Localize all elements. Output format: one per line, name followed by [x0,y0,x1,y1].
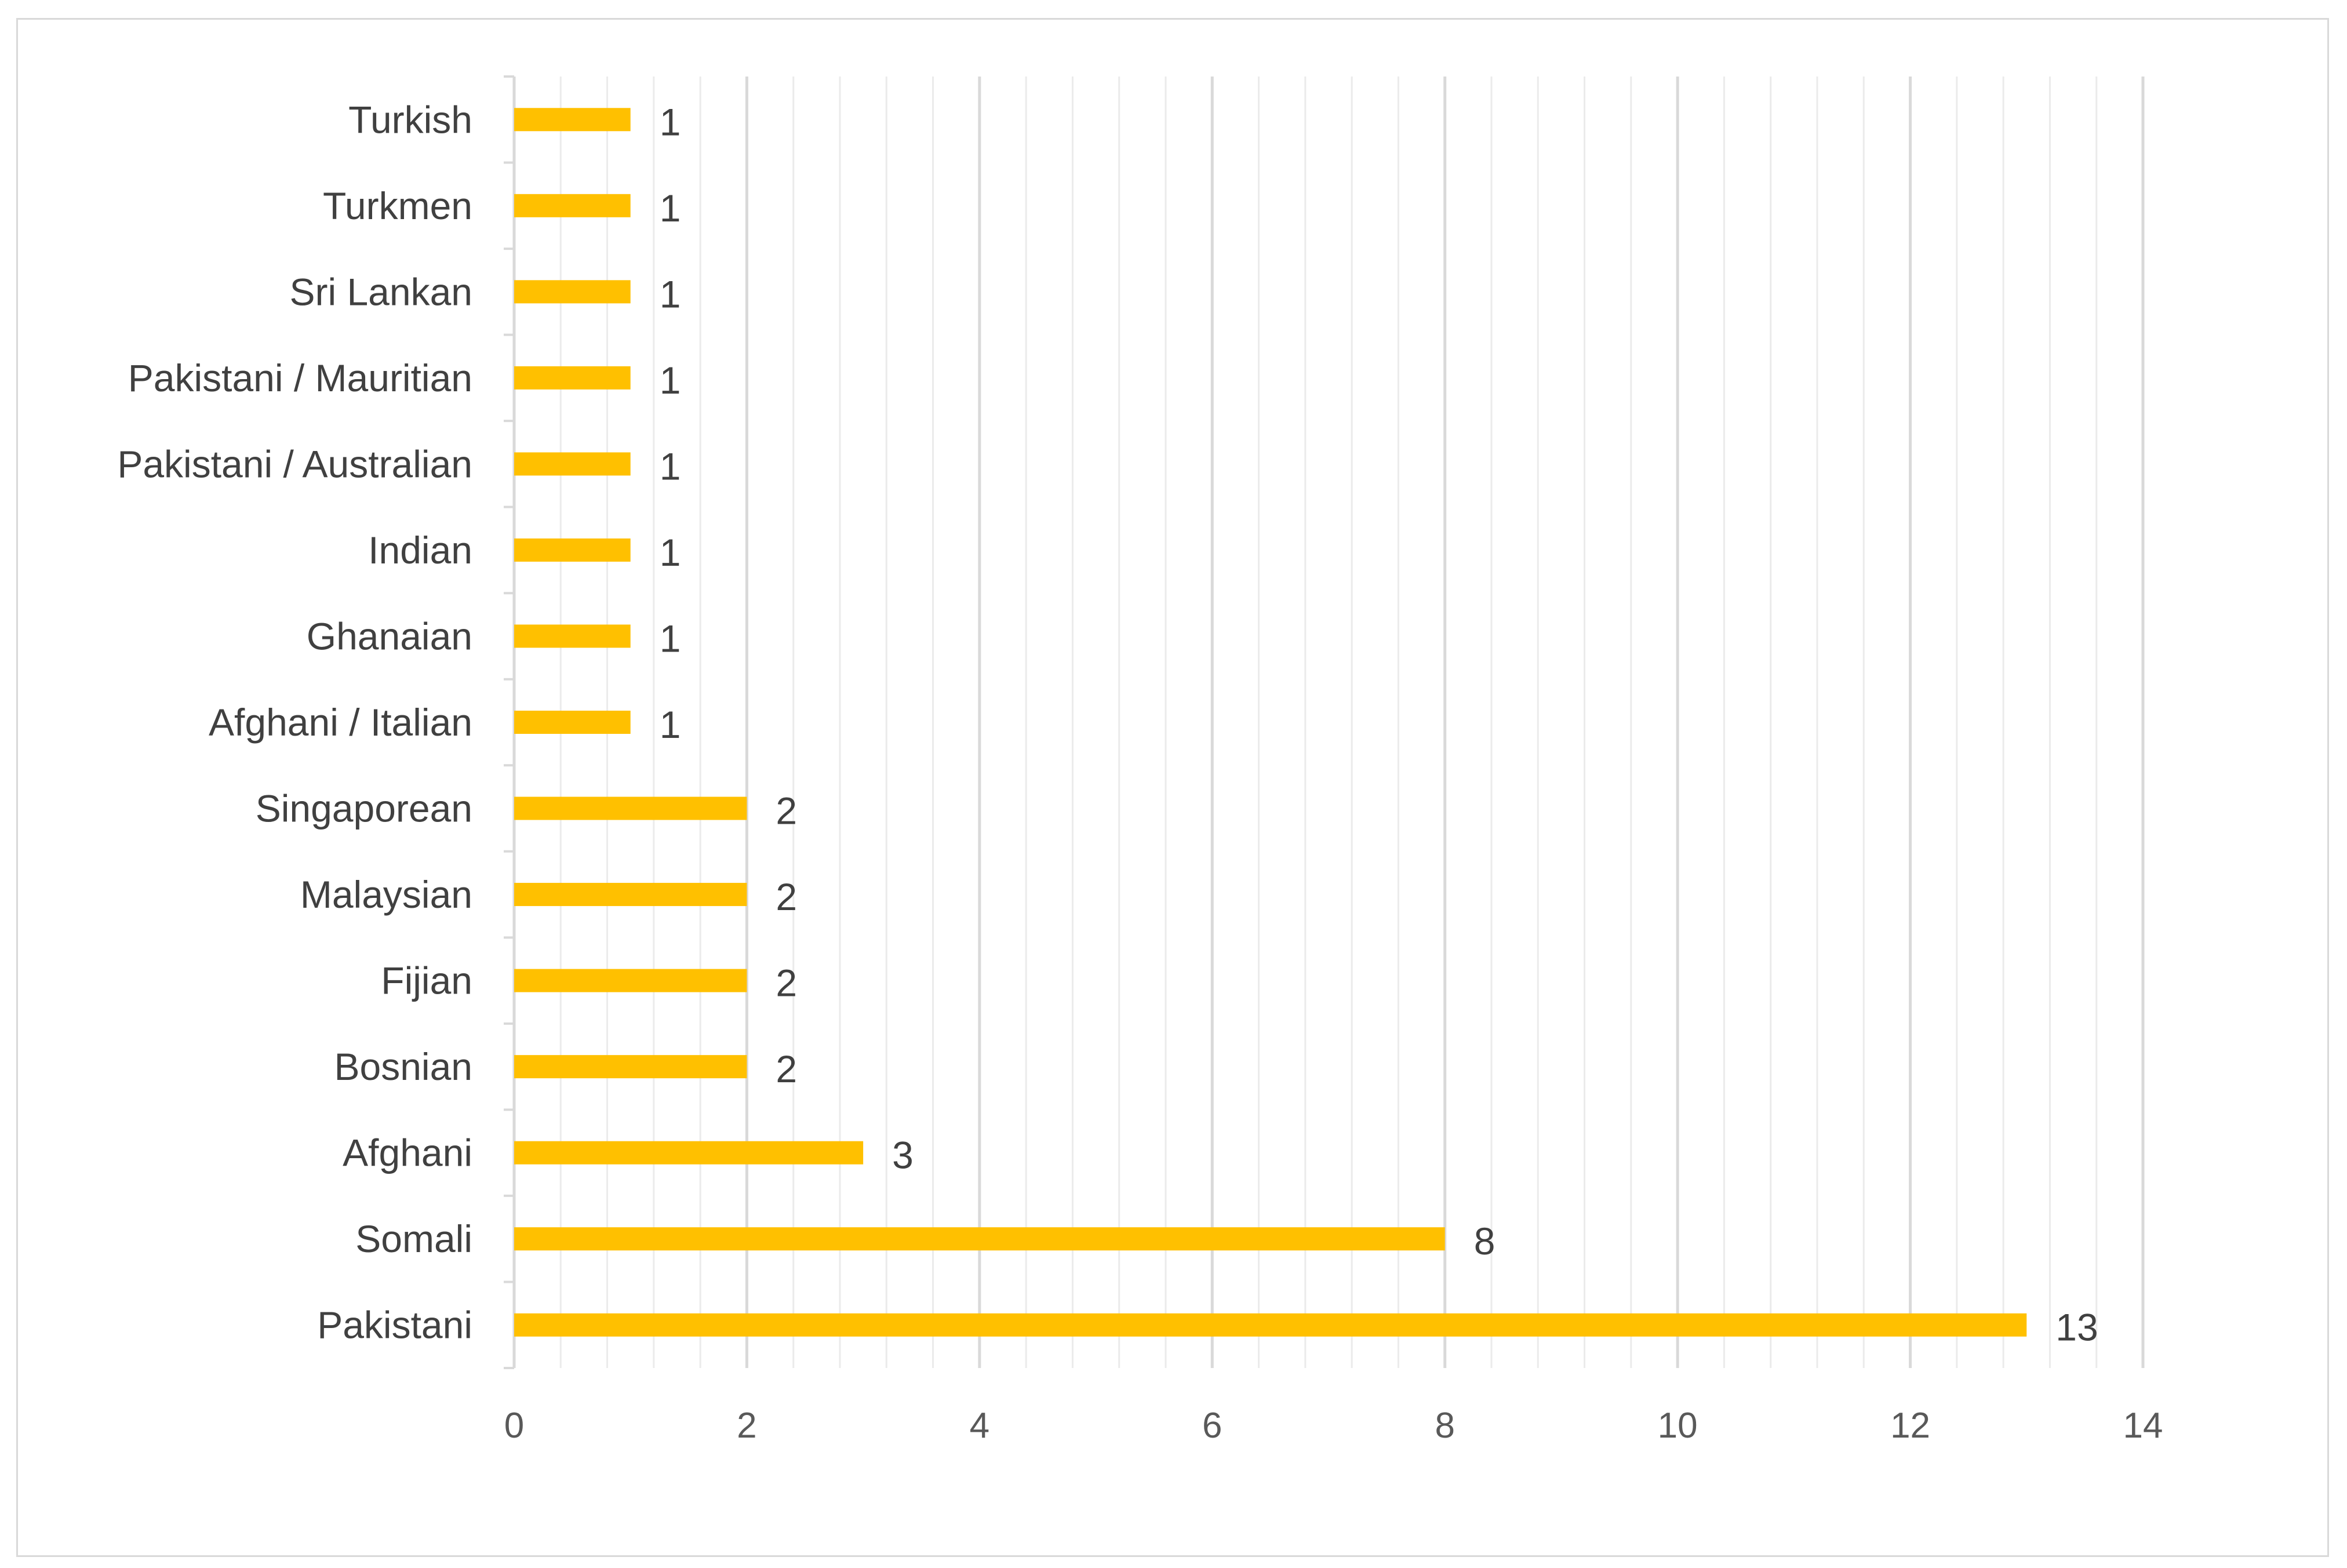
category-label: Pakistani / Mauritian [128,356,472,399]
x-tick-label: 12 [1890,1406,1930,1446]
data-label: 1 [660,531,681,574]
category-label: Pakistani [317,1304,472,1347]
bar [514,1313,2027,1337]
data-label: 1 [660,617,681,660]
data-label: 8 [1474,1220,1495,1263]
bar [514,538,631,562]
category-label: Singaporean [256,787,472,830]
category-label: Afghani [343,1132,472,1174]
data-label: 1 [660,187,681,230]
data-label: 2 [776,790,797,832]
data-label: 2 [776,1047,797,1090]
bar [514,796,747,820]
data-label: 1 [660,100,681,143]
grid-lines [559,77,2145,1368]
bar [514,1227,1445,1251]
category-label: Ghanaian [307,614,472,657]
category-label: Turkmen [323,184,472,227]
chart-frame [16,18,2329,1557]
x-tick-label: 2 [737,1406,756,1446]
x-tick-label: 14 [2123,1406,2163,1446]
bar [514,969,747,992]
bars [514,108,2027,1337]
bar [514,1055,747,1079]
bar [514,624,631,648]
data-label: 2 [776,875,797,918]
bar [514,711,631,734]
bar [514,883,747,907]
bar [514,1141,864,1165]
category-label: Afghani / Italian [209,701,472,744]
category-label: Pakistani / Australian [117,442,472,485]
bar [514,108,631,132]
data-label: 1 [660,359,681,402]
data-label: 1 [660,445,681,488]
x-tick-label: 4 [970,1406,989,1446]
category-label: Turkish [348,98,472,141]
bar [514,452,631,476]
data-label: 1 [660,703,681,746]
data-label: 2 [776,962,797,1005]
bar [514,280,631,304]
category-label: Bosnian [334,1045,472,1088]
data-label: 1 [660,272,681,315]
bar [514,366,631,390]
x-tick-label: 6 [1202,1406,1222,1446]
data-label: 13 [2055,1306,2098,1349]
x-tick-label: 10 [1658,1406,1698,1446]
axes [504,75,516,1369]
category-label: Fijian [381,959,472,1002]
category-label: Sri Lankan [289,270,472,313]
category-label: Somali [355,1217,472,1260]
category-label: Malaysian [300,873,472,916]
x-tick-label: 8 [1435,1406,1454,1446]
bar [514,194,631,217]
category-label: Indian [368,529,472,572]
x-tick-label: 0 [504,1406,524,1446]
data-label: 3 [892,1134,914,1177]
